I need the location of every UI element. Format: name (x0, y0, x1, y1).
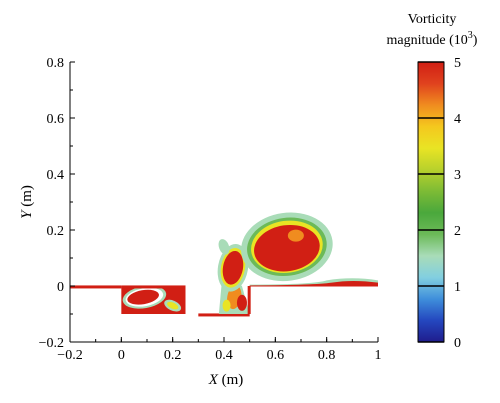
x-tick-label: 0.6 (267, 348, 285, 363)
x-axis-label: X (m) (208, 372, 244, 388)
y-tick-label: 0.4 (47, 168, 65, 183)
colorbar-title-line2: magnitude (103) (387, 30, 478, 48)
x-tick-label: 0.8 (318, 348, 336, 363)
mixing-core-3 (222, 299, 231, 312)
y-axis-label: Y (m) (19, 185, 35, 219)
y-axis-var: Y (19, 209, 35, 219)
y-tick-label: 0.2 (47, 224, 65, 239)
colorbar-title-line1: Vorticity (408, 12, 457, 27)
x-tick-label: 1 (375, 348, 382, 363)
vorticity-field (70, 212, 378, 317)
y-tick-label: 0 (57, 280, 64, 295)
y-tick-label: 0.8 (47, 56, 65, 71)
upper-vortex-hotspot (287, 229, 304, 242)
shed-vortex-core (222, 250, 244, 285)
colorbar-gradient (417, 61, 445, 343)
x-axis-unit: (m) (218, 372, 243, 388)
x-tick-label: 0 (118, 348, 125, 363)
upstream-boundary-layer (70, 285, 122, 289)
x-axis-var: X (208, 372, 219, 388)
shed-vortex-lobe (218, 239, 230, 255)
colorbar-tick-label: 0 (454, 336, 461, 351)
colorbar-tick-label: 1 (454, 280, 461, 295)
mixing-core-2 (236, 294, 247, 311)
step-face-layer (247, 286, 251, 314)
y-tick-label: −0.2 (39, 336, 64, 351)
x-tick-label: 0.2 (164, 348, 182, 363)
colorbar-title-text: magnitude (10 (387, 33, 468, 48)
x-tick-label: 0.4 (215, 348, 233, 363)
colorbar-title-close: ) (473, 33, 478, 48)
y-axis-unit: (m) (19, 185, 35, 210)
colorbar-tick-label: 5 (454, 56, 461, 71)
colorbar-tick-label: 3 (454, 168, 461, 183)
y-tick-label: 0.6 (47, 112, 65, 127)
cavity-shear-layer (121, 285, 186, 289)
cavity-corner-eddy-core (167, 301, 179, 310)
y-ticks: 0.8 0.6 0.4 0.2 0 −0.2 (39, 56, 75, 351)
x-ticks: −0.2 0 0.2 0.4 0.6 0.8 1 (57, 337, 382, 363)
downstream-shear-layer (249, 280, 378, 287)
floor-layer (198, 313, 250, 317)
colorbar-title-sup: 3 (468, 30, 473, 41)
colorbar-ticks: 5 4 3 2 1 0 (418, 56, 461, 351)
colorbar-tick-label: 2 (454, 224, 461, 239)
x-tick-label: −0.2 (57, 348, 82, 363)
cavity-vortex-core (127, 289, 159, 305)
colorbar-tick-label: 4 (454, 112, 461, 127)
